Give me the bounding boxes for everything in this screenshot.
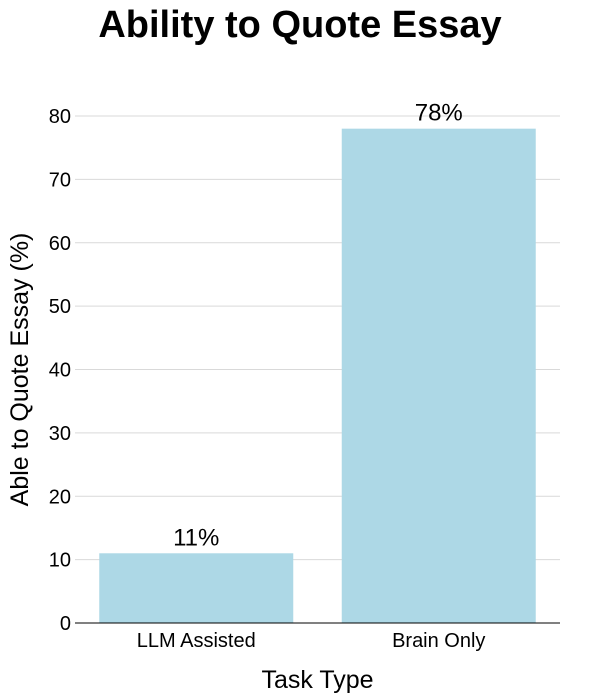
bar-0 — [99, 553, 294, 623]
data-label-0: 11% — [173, 524, 219, 551]
y-tick-label: 60 — [49, 233, 71, 255]
y-tick-label: 80 — [49, 106, 71, 128]
y-axis-title: Able to Quote Essay (%) — [6, 233, 34, 507]
bars — [99, 128, 536, 624]
chart-title: Ability to Quote Essay — [98, 4, 502, 46]
y-tick-label: 50 — [49, 296, 71, 318]
y-tick-label: 20 — [49, 486, 71, 508]
y-axis-ticks: 0 10 20 30 40 50 60 70 80 — [49, 106, 71, 635]
y-tick-label: 40 — [49, 360, 71, 382]
x-axis-ticks: LLM Assisted Brain Only — [137, 630, 486, 652]
y-tick-label: 10 — [49, 550, 71, 572]
x-tick-label: LLM Assisted — [137, 630, 256, 652]
data-label-1: 78% — [415, 100, 463, 127]
y-tick-label: 30 — [49, 423, 71, 445]
y-tick-label: 70 — [49, 169, 71, 191]
x-tick-label: Brain Only — [392, 630, 485, 652]
data-labels: 11% 78% — [173, 100, 463, 552]
y-tick-label: 0 — [60, 613, 71, 635]
x-axis-title: Task Type — [261, 666, 373, 694]
bar-1 — [341, 128, 536, 624]
